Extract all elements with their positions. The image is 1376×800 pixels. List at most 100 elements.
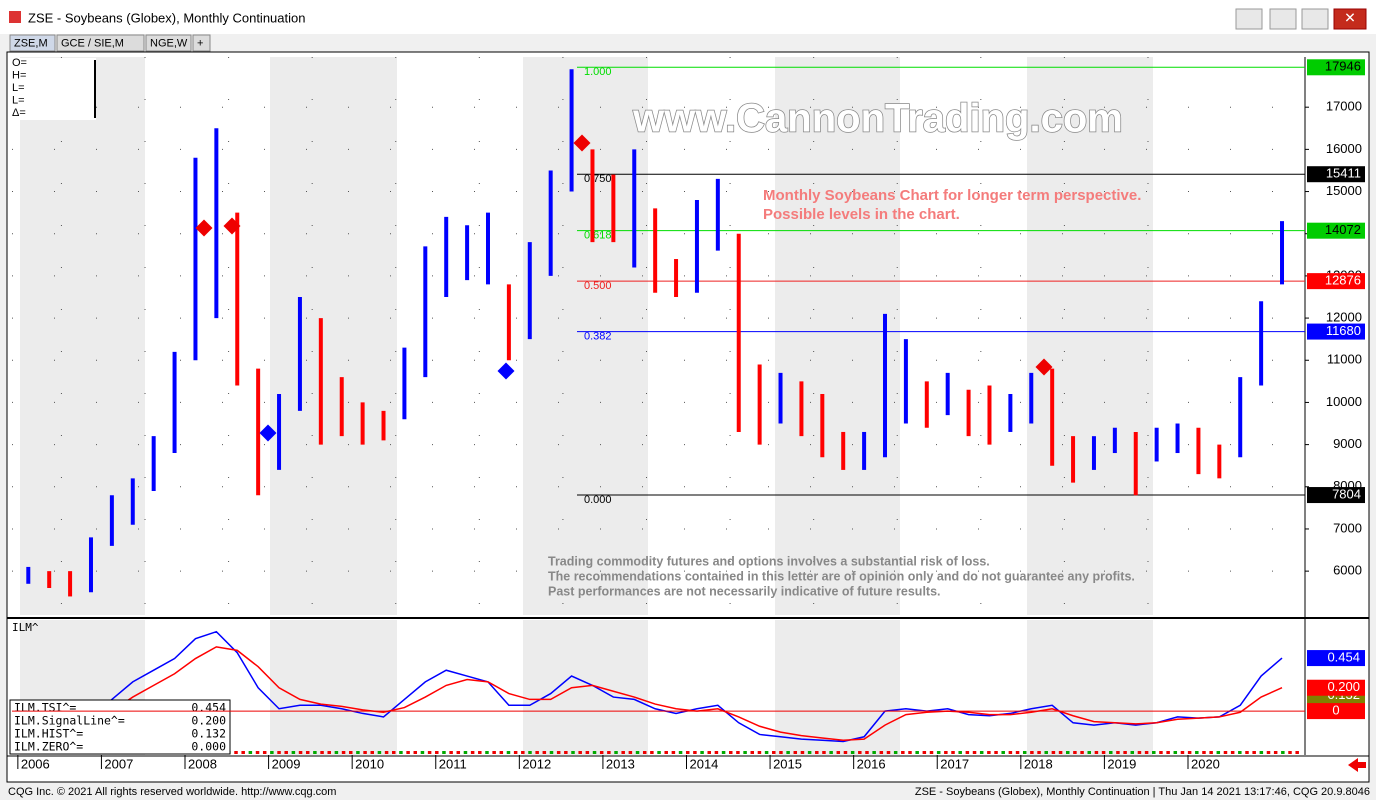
- period-strip: [248, 751, 253, 754]
- x-tick-label: 2013: [606, 756, 635, 771]
- period-strip: [1044, 751, 1048, 754]
- period-strip: [305, 751, 310, 754]
- period-strip: [1087, 751, 1091, 754]
- period-strip: [850, 751, 855, 754]
- period-strip: [965, 751, 970, 754]
- tab[interactable]: [192, 34, 211, 52]
- period-strip: [772, 751, 776, 754]
- period-strip: [320, 751, 324, 754]
- period-strip: [1252, 751, 1256, 754]
- period-strip: [1187, 751, 1192, 754]
- x-tick-label: 2019: [1107, 756, 1136, 771]
- tab[interactable]: [145, 34, 192, 52]
- indicator-tag: [1307, 679, 1365, 696]
- tab-label: NGE,W: [150, 37, 188, 49]
- readout-name: ILM.ZERO^=: [14, 740, 83, 754]
- indicator-title: ILM^: [12, 621, 39, 634]
- price-tag-label: 15411: [1326, 166, 1361, 181]
- period-strip: [1180, 751, 1185, 754]
- x-tick-label: 2009: [272, 756, 301, 771]
- scroll-arrow[interactable]: [1348, 758, 1366, 772]
- period-strip: [764, 751, 769, 754]
- period-strip: [829, 751, 833, 754]
- period-strip: [944, 751, 948, 754]
- period-strip: [779, 751, 783, 754]
- close-button[interactable]: [1333, 8, 1367, 30]
- fib-label: 1.000: [584, 66, 612, 78]
- readout-value: 0.000: [191, 740, 226, 754]
- period-strip: [729, 751, 733, 754]
- disclaimer: Trading commodity futures and options in…: [548, 554, 990, 568]
- period-strip: [685, 751, 690, 754]
- ohlc-label: O=: [12, 57, 27, 69]
- period-strip: [929, 751, 934, 754]
- signal-marker: [497, 362, 515, 380]
- period-strip: [234, 751, 238, 754]
- y-tick-label: 10000: [1326, 394, 1362, 409]
- period-strip: [693, 751, 697, 754]
- ohlc-label: H=: [12, 69, 26, 81]
- period-strip: [1116, 751, 1120, 754]
- period-strip: [270, 751, 274, 754]
- period-strip: [807, 751, 812, 754]
- link-button[interactable]: [1235, 8, 1263, 30]
- period-strip: [578, 751, 582, 754]
- tab[interactable]: [9, 34, 56, 52]
- period-strip: [1094, 751, 1099, 754]
- tab-label: GCE / SIE,M: [61, 37, 124, 49]
- fib-label: 0.750: [584, 173, 612, 185]
- x-tick-label: 2017: [940, 756, 969, 771]
- indicator-tag: [1307, 703, 1365, 720]
- period-strip: [1166, 751, 1170, 754]
- readout-value: 0.132: [191, 727, 226, 741]
- x-tick-label: 2010: [355, 756, 384, 771]
- ohlc-label: L=: [12, 94, 25, 106]
- period-strip: [1238, 751, 1242, 754]
- period-strip: [1101, 751, 1106, 754]
- y-tick-label: 6000: [1333, 563, 1362, 578]
- period-strip: [893, 751, 898, 754]
- period-strip: [1008, 751, 1013, 754]
- period-strip: [370, 751, 374, 754]
- minimize-button[interactable]: [1269, 8, 1297, 30]
- period-strip: [1273, 751, 1278, 754]
- period-strip: [1144, 751, 1149, 754]
- period-strip: [1152, 751, 1156, 754]
- period-strip: [341, 751, 346, 754]
- tab[interactable]: [56, 34, 145, 52]
- indicator-line: [28, 646, 1283, 742]
- readout-name: ILM.TSI^=: [14, 701, 76, 715]
- period-strip: [585, 751, 590, 754]
- period-strip: [313, 751, 317, 754]
- y-tick-label: 9000: [1333, 436, 1362, 451]
- price-tag: [1307, 222, 1365, 239]
- tab-label: ZSE,M: [14, 37, 48, 49]
- shade-band: [270, 57, 397, 615]
- period-strip: [721, 751, 726, 754]
- period-strip: [994, 751, 998, 754]
- period-strip: [800, 751, 805, 754]
- period-strip: [958, 751, 962, 754]
- period-strip: [635, 751, 640, 754]
- period-strip: [664, 751, 668, 754]
- fib-label: 0.000: [584, 494, 612, 506]
- signal-marker: [195, 219, 213, 237]
- period-strip: [542, 751, 547, 754]
- period-strip: [463, 751, 468, 754]
- disclaimer: Past performances are not necessarily in…: [548, 584, 941, 598]
- period-strip: [1223, 751, 1228, 754]
- period-strip: [492, 751, 496, 754]
- period-strip: [621, 751, 625, 754]
- period-strip: [449, 751, 453, 754]
- title-bar: [0, 0, 1376, 34]
- period-strip: [757, 751, 762, 754]
- window-title: ZSE - Soybeans (Globex), Monthly Continu…: [28, 10, 305, 25]
- period-strip: [872, 751, 876, 754]
- shade-band: [523, 57, 648, 615]
- period-strip: [915, 751, 919, 754]
- maximize-button[interactable]: [1301, 8, 1329, 30]
- period-strip: [1080, 751, 1084, 754]
- period-strip: [707, 751, 711, 754]
- price-tag-label: 11680: [1326, 323, 1361, 338]
